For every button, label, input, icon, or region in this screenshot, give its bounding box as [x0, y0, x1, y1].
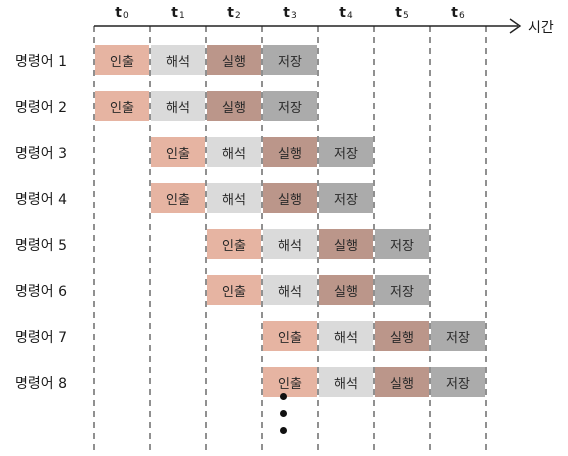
- time-tick-label: t5: [395, 5, 408, 21]
- stage-cell-execute: 실행: [319, 275, 373, 305]
- time-tick-label: t3: [283, 5, 296, 21]
- tick-base: t: [339, 5, 346, 21]
- tick-subscript: 1: [178, 11, 185, 21]
- stage-cell-decode: 해석: [319, 367, 373, 397]
- tick-subscript: 3: [290, 11, 297, 21]
- instruction-label: 명령어 8: [15, 376, 67, 392]
- stage-cell-store: 저장: [319, 183, 373, 213]
- stage-cell-decode: 해석: [263, 229, 317, 259]
- tick-base: t: [227, 5, 234, 21]
- instruction-label: 명령어 5: [15, 238, 67, 254]
- stage-cell-decode: 해석: [263, 275, 317, 305]
- tick-subscript: 6: [458, 11, 465, 21]
- instruction-label: 명령어 2: [15, 100, 67, 116]
- tick-subscript: 2: [234, 11, 241, 21]
- time-axis-arrowhead: [509, 18, 522, 34]
- stage-cell-store: 저장: [375, 229, 429, 259]
- tick-base: t: [283, 5, 290, 21]
- instruction-label: 명령어 1: [15, 54, 67, 70]
- tick-base: t: [171, 5, 178, 21]
- stage-cell-execute: 실행: [319, 229, 373, 259]
- instruction-label: 명령어 7: [15, 330, 67, 346]
- tick-base: t: [451, 5, 458, 21]
- tick-subscript: 5: [402, 11, 409, 21]
- stage-cell-execute: 실행: [207, 91, 261, 121]
- stage-cell-decode: 해석: [207, 137, 261, 167]
- ellipsis-dot: [280, 427, 287, 434]
- stage-cell-execute: 실행: [263, 183, 317, 213]
- stage-cell-decode: 해석: [207, 183, 261, 213]
- ellipsis-dot: [280, 410, 287, 417]
- stage-cell-decode: 해석: [151, 45, 205, 75]
- tick-base: t: [395, 5, 402, 21]
- stage-cell-decode: 해석: [319, 321, 373, 351]
- stage-cell-execute: 실행: [263, 137, 317, 167]
- stage-cell-store: 저장: [263, 91, 317, 121]
- stage-cell-decode: 해석: [151, 91, 205, 121]
- stage-cell-fetch: 인출: [151, 137, 205, 167]
- stage-cell-fetch: 인출: [263, 367, 317, 397]
- instruction-label: 명령어 3: [15, 146, 67, 162]
- stage-cell-store: 저장: [263, 45, 317, 75]
- stage-cell-store: 저장: [375, 275, 429, 305]
- time-axis-label: 시간: [528, 20, 554, 36]
- stage-cell-store: 저장: [431, 367, 485, 397]
- stage-cell-execute: 실행: [375, 321, 429, 351]
- stage-cell-execute: 실행: [207, 45, 261, 75]
- stage-cell-store: 저장: [319, 137, 373, 167]
- stage-cell-fetch: 인출: [151, 183, 205, 213]
- stage-cell-fetch: 인출: [263, 321, 317, 351]
- time-tick-label: t2: [227, 5, 240, 21]
- time-tick-label: t1: [171, 5, 184, 21]
- instruction-label: 명령어 6: [15, 284, 67, 300]
- stage-cell-fetch: 인출: [95, 91, 149, 121]
- stage-cell-fetch: 인출: [207, 275, 261, 305]
- stage-cell-fetch: 인출: [207, 229, 261, 259]
- stage-cell-store: 저장: [431, 321, 485, 351]
- stage-cell-fetch: 인출: [95, 45, 149, 75]
- tick-subscript: 4: [346, 11, 353, 21]
- ellipsis-dot: [280, 393, 287, 400]
- stage-cell-execute: 실행: [375, 367, 429, 397]
- tick-base: t: [115, 5, 122, 21]
- instruction-label: 명령어 4: [15, 192, 67, 208]
- time-tick-label: t0: [115, 5, 128, 21]
- time-tick-label: t6: [451, 5, 464, 21]
- time-tick-label: t4: [339, 5, 352, 21]
- tick-subscript: 0: [122, 11, 129, 21]
